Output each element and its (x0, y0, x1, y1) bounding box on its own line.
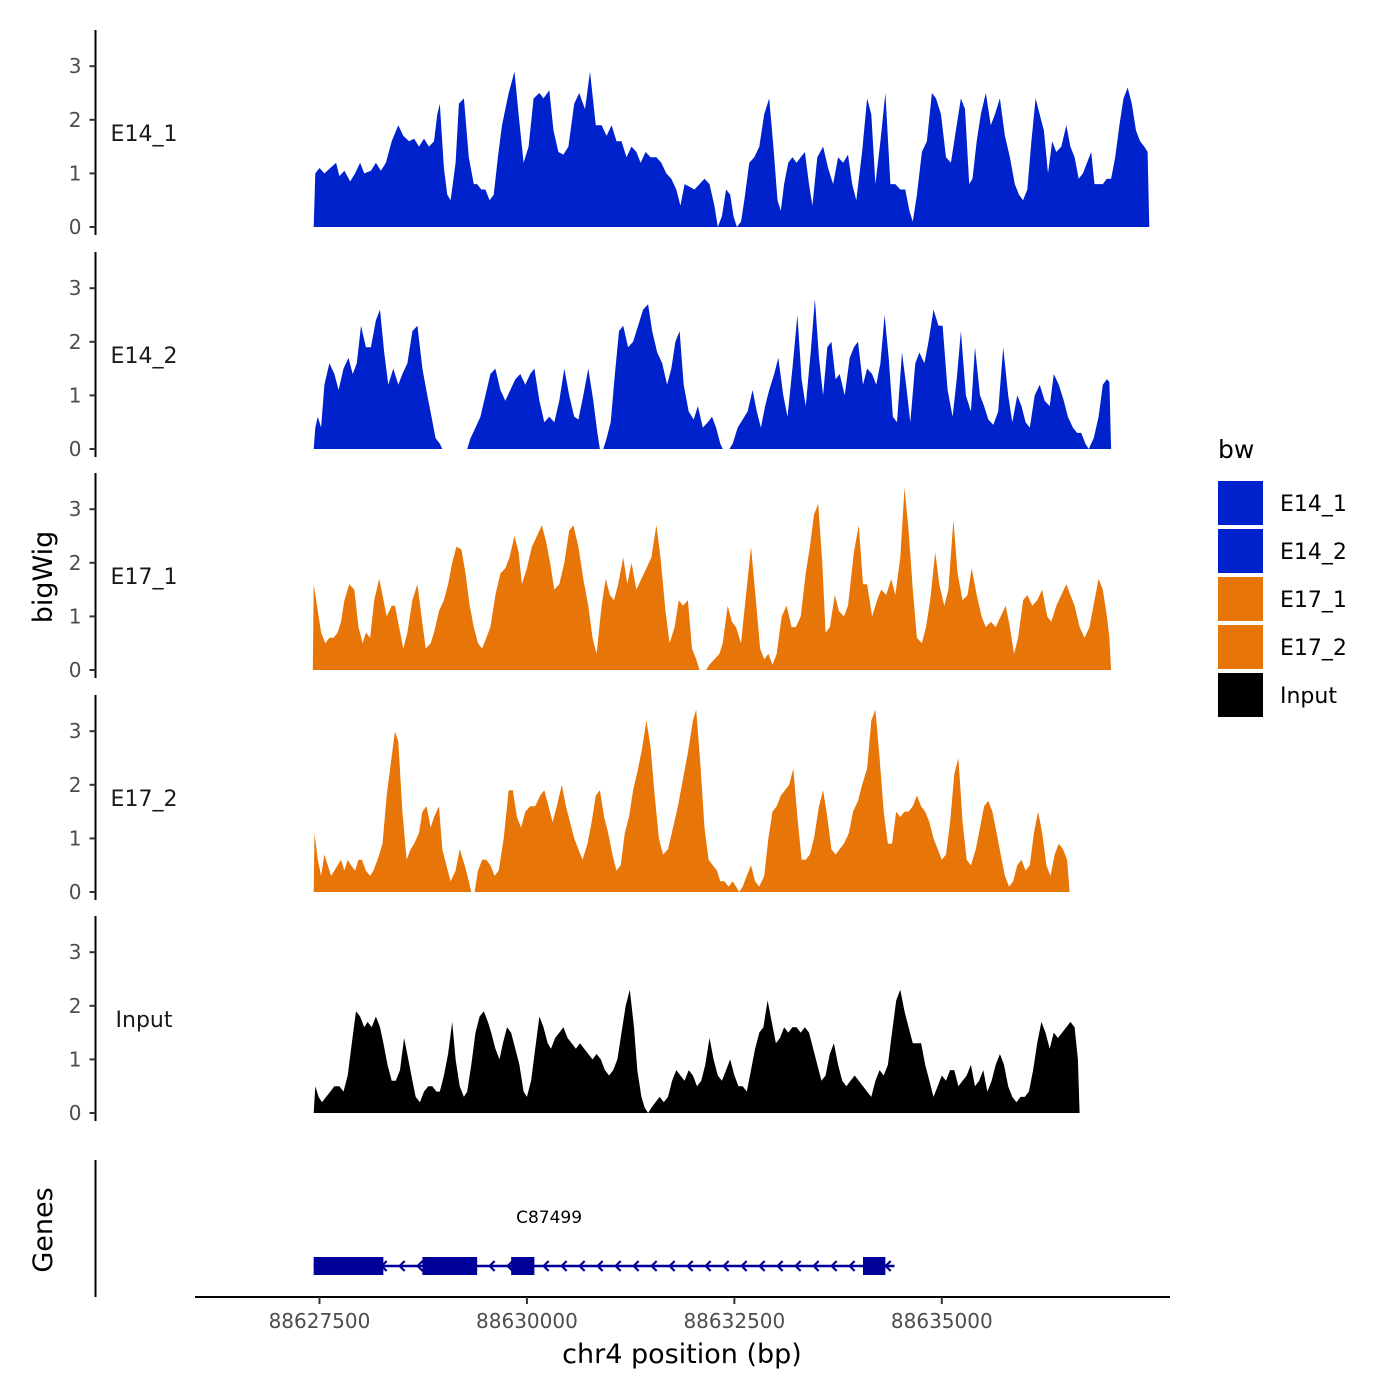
strand-arrow (614, 1260, 622, 1272)
strand-arrow (794, 1260, 802, 1272)
x-tick-label: 88627500 (269, 1309, 371, 1333)
strand-arrow (830, 1260, 838, 1272)
legend-label: E14_1 (1280, 492, 1347, 517)
legend-title: bw (1218, 435, 1254, 464)
y-tick-label: 1 (69, 1047, 82, 1071)
legend-swatch (1218, 529, 1263, 573)
coverage-area-E14_1 (313, 71, 1150, 227)
y-tick-label: 3 (69, 276, 82, 300)
strand-arrow (578, 1260, 586, 1272)
track-E14_2: 0 1 2 3 E14_2 (69, 252, 1112, 461)
gene-exon (511, 1257, 535, 1275)
legend: bw E14_1 E14_2 E17_1 E17_2 Input (1218, 435, 1347, 717)
y-tick-label: 0 (69, 880, 82, 904)
strand-arrow (488, 1260, 496, 1272)
track-E17_2: 0 1 2 3 E17_2 (69, 695, 1070, 904)
track-label: E14_2 (111, 344, 178, 369)
strand-arrow (704, 1260, 712, 1272)
y-tick-label: 2 (69, 551, 82, 575)
track-panels: 0 1 2 3 E14_1 0 1 2 3 E14_2 0 1 2 3 E17_1 0 1 2 3 E17_2 0 1 2 3… (69, 30, 1150, 1125)
strand-arrow (416, 1260, 424, 1272)
genes-axis-title: Genes (28, 1187, 59, 1272)
legend-swatch (1218, 577, 1263, 621)
legend-swatch (1218, 673, 1263, 717)
strand-arrow (596, 1260, 604, 1272)
gene-panel: Genes C87499 (28, 1160, 895, 1297)
gene-exon (422, 1257, 478, 1275)
strand-arrow (776, 1260, 784, 1272)
gene-exon (862, 1257, 886, 1275)
y-tick-label: 2 (69, 994, 82, 1018)
y-tick-label: 3 (69, 940, 82, 964)
gene-models: C87499 (313, 1208, 895, 1275)
y-tick-label: 1 (69, 383, 82, 407)
track-Input: 0 1 2 3 Input (69, 916, 1080, 1125)
strand-arrow (812, 1260, 820, 1272)
y-tick-label: 0 (69, 215, 82, 239)
track-label: E17_2 (111, 787, 178, 812)
strand-arrow (668, 1260, 676, 1272)
legend-label: E14_2 (1280, 540, 1347, 565)
track-label: E14_1 (111, 122, 178, 147)
coverage-area-Input (313, 989, 1080, 1113)
strand-arrow (560, 1260, 568, 1272)
coverage-area-E17_1 (312, 487, 1112, 670)
track-label: E17_1 (111, 565, 178, 590)
strand-arrow (848, 1260, 856, 1272)
track-E14_1: 0 1 2 3 E14_1 (69, 30, 1150, 239)
legend-label: Input (1280, 684, 1337, 709)
strand-arrow (740, 1260, 748, 1272)
strand-arrow (398, 1260, 406, 1272)
gene-C87499: C87499 (313, 1208, 895, 1275)
y-axis-title: bigWig (28, 531, 59, 624)
y-tick-label: 0 (69, 658, 82, 682)
y-tick-label: 0 (69, 437, 82, 461)
strand-arrow (632, 1260, 640, 1272)
strand-arrow (722, 1260, 730, 1272)
legend-item: Input (1218, 673, 1337, 717)
legend-item: E14_2 (1218, 529, 1347, 573)
y-tick-label: 3 (69, 497, 82, 521)
y-tick-label: 1 (69, 161, 82, 185)
strand-arrow (506, 1260, 514, 1272)
track-label: Input (116, 1008, 173, 1033)
y-tick-label: 2 (69, 773, 82, 797)
strand-arrow (758, 1260, 766, 1272)
y-tick-label: 2 (69, 330, 82, 354)
x-axis: 88627500 88630000 88632500 88635000 chr4 po… (195, 1296, 1170, 1370)
coverage-area-E14_2 (313, 298, 1112, 449)
coverage-area-E17_2 (313, 709, 1070, 892)
legend-item: E14_1 (1218, 481, 1347, 525)
y-tick-label: 2 (69, 108, 82, 132)
y-tick-label: 3 (69, 719, 82, 743)
y-tick-label: 3 (69, 54, 82, 78)
legend-swatch (1218, 481, 1263, 525)
legend-items: E14_1 E14_2 E17_1 E17_2 Input (1218, 481, 1347, 717)
gene-exon (313, 1257, 384, 1275)
legend-item: E17_2 (1218, 625, 1347, 669)
x-tick-label: 88632500 (683, 1309, 785, 1333)
legend-swatch (1218, 625, 1263, 669)
y-tick-label: 0 (69, 1101, 82, 1125)
legend-label: E17_2 (1280, 636, 1347, 661)
strand-arrow (650, 1260, 658, 1272)
legend-label: E17_1 (1280, 588, 1347, 613)
strand-arrow (884, 1260, 892, 1272)
strand-arrow (686, 1260, 694, 1272)
y-tick-label: 1 (69, 826, 82, 850)
x-tick-label: 88630000 (476, 1309, 578, 1333)
strand-arrow (542, 1260, 550, 1272)
gene-name-label: C87499 (516, 1208, 582, 1228)
x-tick-label: 88635000 (891, 1309, 993, 1333)
track-E17_1: 0 1 2 3 E17_1 (69, 473, 1112, 682)
legend-item: E17_1 (1218, 577, 1347, 621)
x-ticks: 88627500 88630000 88632500 88635000 (269, 1297, 993, 1333)
y-tick-label: 1 (69, 604, 82, 628)
x-axis-title: chr4 position (bp) (562, 1339, 802, 1370)
